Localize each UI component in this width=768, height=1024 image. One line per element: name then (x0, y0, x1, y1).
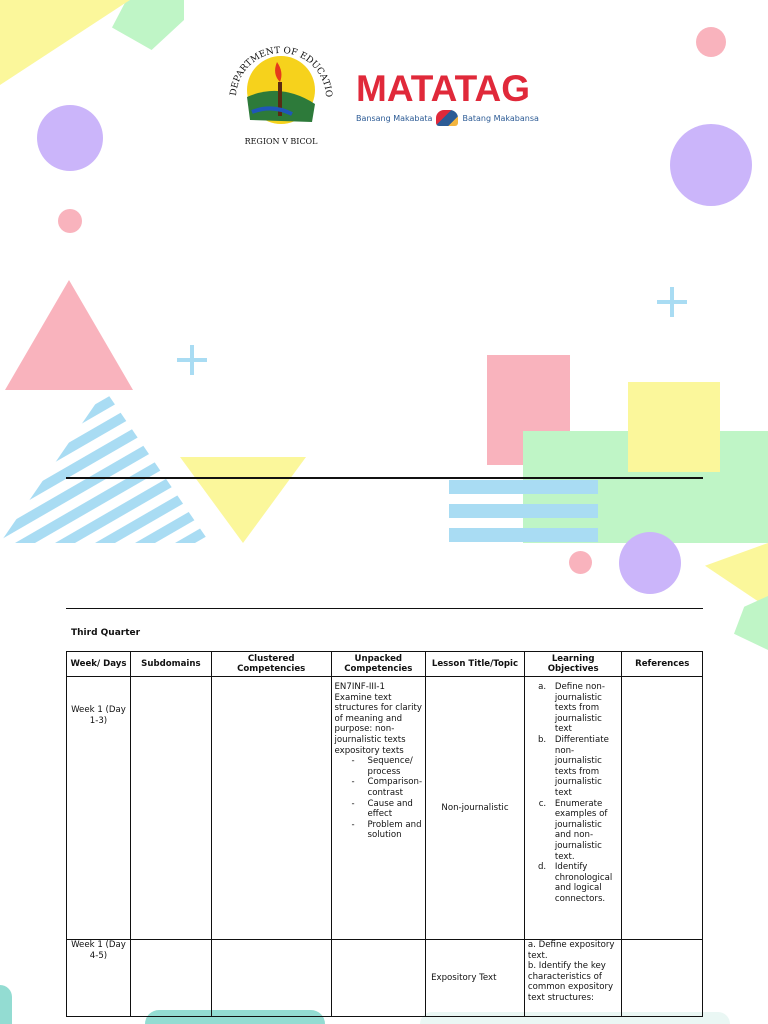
purple-circle-shape (670, 124, 752, 206)
column-header: Unpacked Competencies (330, 651, 427, 677)
list-item: Cause and effect (352, 799, 423, 820)
yellow-triangle-shape (705, 543, 768, 608)
yellow-triangle-shape (180, 457, 306, 543)
list-item: Define non-journalistic texts from journ… (549, 682, 619, 735)
column-header: Learning Objectives (523, 651, 623, 677)
lesson-cell: Expository Text (425, 939, 525, 1017)
column-header: References (621, 651, 703, 677)
table-header-row: Week/ Days Subdomains Clustered Competen… (66, 651, 703, 677)
yellow-square-shape (628, 382, 720, 472)
list-item: Differentiate non-journalistic texts fro… (549, 735, 619, 799)
pink-dot-shape (58, 209, 82, 233)
yellow-triangle-shape (0, 0, 130, 85)
blue-stripes-shape (449, 480, 598, 543)
section-title: Third Quarter (71, 628, 141, 638)
column-header: Lesson Title/Topic (425, 651, 525, 677)
pink-dot-shape (569, 551, 592, 574)
column-header: Clustered Competencies (210, 651, 332, 677)
objective-line: a. Define expository text. (527, 940, 615, 961)
references-cell (621, 676, 703, 940)
pink-triangle-shape (5, 280, 133, 390)
table-row: Week 1 (Day 4-5) Expository Text a. Defi… (66, 939, 703, 1017)
clustered-cell (210, 939, 332, 1017)
objectives-cell: Define non-journalistic texts from journ… (523, 676, 623, 940)
matatag-wordmark: MATATAG (356, 68, 530, 109)
column-header: Week/ Days (66, 651, 131, 677)
unpacked-cell: EN7INF-III-1 Examine text structures for… (330, 676, 427, 940)
column-header: Subdomains (129, 651, 212, 677)
list-item: Sequence/ process (352, 756, 423, 777)
teal-shape (0, 985, 12, 1024)
matatag-logo: MATATAG Bansang Makabata Batang Makabans… (356, 70, 539, 126)
week-cell: Week 1 (Day 1-3) (66, 676, 131, 940)
list-item: Enumerate examples of journalistic and n… (549, 799, 619, 863)
unpacked-intro: EN7INF-III-1 Examine text structures for… (334, 682, 423, 756)
divider (66, 477, 703, 479)
week-cell: Week 1 (Day 4-5) (66, 939, 131, 1017)
hands-heart-icon (436, 110, 459, 126)
right-tagline: Batang Makabansa (462, 113, 539, 123)
green-square-shape (734, 596, 768, 650)
deped-logo: REGION V BICOL DEPARTMENT OF EDUCATION (222, 42, 333, 146)
objectives-cell: a. Define expository text. b. Identify t… (523, 939, 623, 1017)
region-label: REGION V BICOL (245, 137, 319, 146)
objective-line: b. Identify the key characteristics of c… (527, 961, 614, 1003)
divider (66, 608, 703, 609)
table-row: Week 1 (Day 1-3) EN7INF-III-1 Examine te… (66, 676, 703, 940)
references-cell (621, 939, 703, 1017)
curriculum-table: Week/ Days Subdomains Clustered Competen… (66, 651, 703, 1017)
plus-shape (177, 345, 207, 375)
left-tagline: Bansang Makabata (356, 113, 433, 123)
purple-circle-shape (37, 105, 103, 171)
unpacked-cell (330, 939, 427, 1017)
list-item: Comparison-contrast (352, 777, 423, 798)
pink-dot-shape (696, 27, 726, 57)
subdomains-cell (129, 676, 212, 940)
lesson-cell: Non-journalistic (425, 676, 525, 940)
list-item: Identify chronological and logical conne… (549, 862, 619, 904)
subdomains-cell (129, 939, 212, 1017)
purple-circle-shape (619, 532, 681, 594)
striped-triangle-shape (0, 390, 210, 543)
clustered-cell (210, 676, 332, 940)
plus-shape (657, 287, 687, 317)
list-item: Problem and solution (352, 820, 423, 841)
